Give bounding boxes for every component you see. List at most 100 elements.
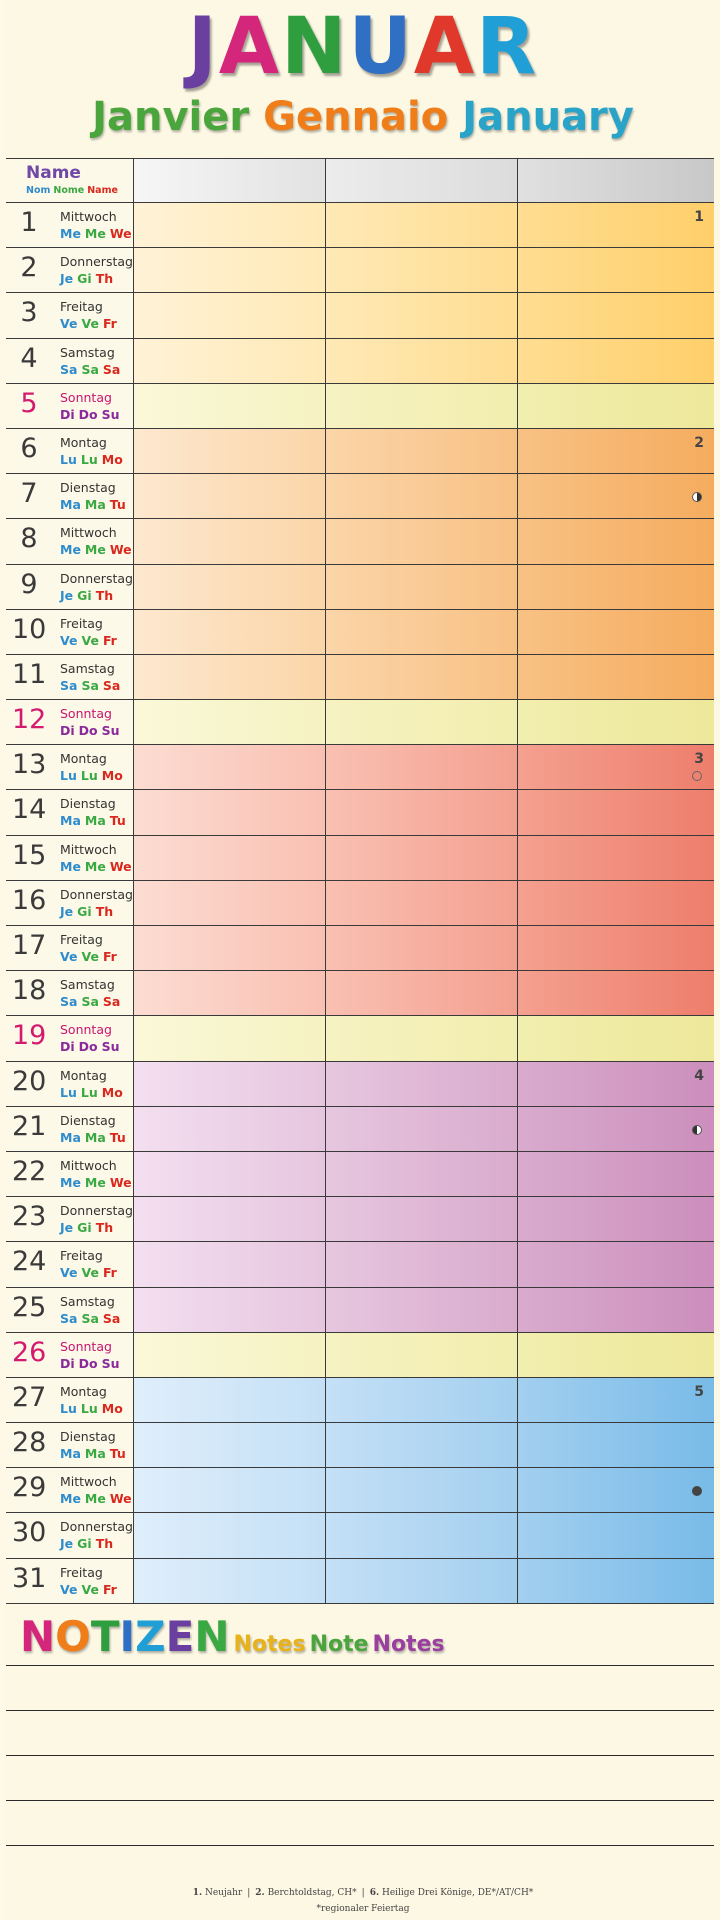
entry-cell-1[interactable] bbox=[134, 293, 326, 338]
entry-cell-3[interactable] bbox=[518, 293, 714, 338]
entry-cell-1[interactable] bbox=[134, 880, 326, 925]
entry-cell-3[interactable] bbox=[518, 1332, 714, 1377]
entry-cell-2[interactable] bbox=[326, 248, 518, 293]
entry-cell-1[interactable] bbox=[134, 203, 326, 248]
entry-cell-3[interactable] bbox=[518, 971, 714, 1016]
entry-cell-1[interactable] bbox=[134, 1513, 326, 1558]
entry-cell-1[interactable] bbox=[134, 1332, 326, 1377]
entry-cell-3[interactable] bbox=[518, 383, 714, 428]
entry-cell-1[interactable] bbox=[134, 1106, 326, 1151]
entry-cell-3[interactable] bbox=[518, 926, 714, 971]
entry-cell-3[interactable] bbox=[518, 654, 714, 700]
entry-cell-2[interactable] bbox=[326, 1197, 518, 1242]
entry-cell-3[interactable] bbox=[518, 1016, 714, 1061]
entry-cell-1[interactable] bbox=[134, 654, 326, 700]
entry-cell-2[interactable] bbox=[326, 880, 518, 925]
entry-cell-1[interactable] bbox=[134, 519, 326, 564]
entry-cell-1[interactable] bbox=[134, 564, 326, 609]
entry-cell-3[interactable] bbox=[518, 835, 714, 880]
entry-cell-2[interactable] bbox=[326, 338, 518, 383]
entry-cell-2[interactable] bbox=[326, 428, 518, 474]
entry-cell-2[interactable] bbox=[326, 564, 518, 609]
entry-cell-3[interactable] bbox=[518, 1197, 714, 1242]
entry-cell-3[interactable] bbox=[518, 880, 714, 925]
entry-cell-1[interactable] bbox=[134, 835, 326, 880]
entry-cell-2[interactable] bbox=[326, 383, 518, 428]
entry-cell-3[interactable] bbox=[518, 700, 714, 745]
entry-cell-3[interactable] bbox=[518, 1287, 714, 1332]
entry-cell-3[interactable]: 5 bbox=[518, 1377, 714, 1423]
entry-cell-3[interactable] bbox=[518, 519, 714, 564]
entry-cell-3[interactable] bbox=[518, 474, 714, 519]
entry-cell-3[interactable]: 1 bbox=[518, 203, 714, 248]
note-line[interactable] bbox=[6, 1665, 714, 1666]
entry-cell-1[interactable] bbox=[134, 745, 326, 790]
entry-cell-1[interactable] bbox=[134, 971, 326, 1016]
entry-cell-1[interactable] bbox=[134, 700, 326, 745]
name-column-3[interactable] bbox=[518, 159, 714, 202]
note-line[interactable] bbox=[6, 1845, 714, 1846]
entry-cell-2[interactable] bbox=[326, 654, 518, 700]
entry-cell-3[interactable] bbox=[518, 1106, 714, 1151]
entry-cell-3[interactable] bbox=[518, 1423, 714, 1468]
entry-cell-3[interactable] bbox=[518, 1513, 714, 1558]
note-line[interactable] bbox=[6, 1710, 714, 1711]
name-column-1[interactable] bbox=[134, 159, 326, 202]
entry-cell-2[interactable] bbox=[326, 745, 518, 790]
entry-cell-3[interactable] bbox=[518, 1242, 714, 1287]
note-line[interactable] bbox=[6, 1755, 714, 1756]
entry-cell-1[interactable] bbox=[134, 1287, 326, 1332]
entry-cell-3[interactable] bbox=[518, 790, 714, 835]
entry-cell-3[interactable] bbox=[518, 248, 714, 293]
entry-cell-2[interactable] bbox=[326, 203, 518, 248]
entry-cell-2[interactable] bbox=[326, 1016, 518, 1061]
entry-cell-1[interactable] bbox=[134, 1061, 326, 1106]
entry-cell-1[interactable] bbox=[134, 926, 326, 971]
entry-cell-1[interactable] bbox=[134, 1151, 326, 1197]
entry-cell-2[interactable] bbox=[326, 790, 518, 835]
entry-cell-2[interactable] bbox=[326, 1061, 518, 1106]
entry-cell-3[interactable]: 2 bbox=[518, 428, 714, 474]
name-column-2[interactable] bbox=[326, 159, 518, 202]
entry-cell-1[interactable] bbox=[134, 609, 326, 654]
entry-cell-3[interactable] bbox=[518, 609, 714, 654]
entry-cell-2[interactable] bbox=[326, 1468, 518, 1513]
entry-cell-1[interactable] bbox=[134, 1016, 326, 1061]
entry-cell-1[interactable] bbox=[134, 1468, 326, 1513]
note-line[interactable] bbox=[6, 1800, 714, 1801]
entry-cell-3[interactable] bbox=[518, 1151, 714, 1197]
entry-cell-2[interactable] bbox=[326, 1558, 518, 1603]
entry-cell-2[interactable] bbox=[326, 1513, 518, 1558]
entry-cell-1[interactable] bbox=[134, 1197, 326, 1242]
entry-cell-2[interactable] bbox=[326, 926, 518, 971]
entry-cell-2[interactable] bbox=[326, 1242, 518, 1287]
entry-cell-2[interactable] bbox=[326, 700, 518, 745]
entry-cell-2[interactable] bbox=[326, 1106, 518, 1151]
entry-cell-1[interactable] bbox=[134, 1377, 326, 1423]
entry-cell-2[interactable] bbox=[326, 1287, 518, 1332]
entry-cell-2[interactable] bbox=[326, 609, 518, 654]
entry-cell-2[interactable] bbox=[326, 1423, 518, 1468]
entry-cell-2[interactable] bbox=[326, 1332, 518, 1377]
entry-cell-1[interactable] bbox=[134, 248, 326, 293]
entry-cell-3[interactable] bbox=[518, 564, 714, 609]
entry-cell-1[interactable] bbox=[134, 383, 326, 428]
entry-cell-1[interactable] bbox=[134, 338, 326, 383]
entry-cell-1[interactable] bbox=[134, 1242, 326, 1287]
entry-cell-2[interactable] bbox=[326, 474, 518, 519]
entry-cell-2[interactable] bbox=[326, 519, 518, 564]
entry-cell-3[interactable]: 3 bbox=[518, 745, 714, 790]
entry-cell-3[interactable] bbox=[518, 1558, 714, 1603]
entry-cell-3[interactable]: 4 bbox=[518, 1061, 714, 1106]
entry-cell-2[interactable] bbox=[326, 1377, 518, 1423]
entry-cell-1[interactable] bbox=[134, 474, 326, 519]
entry-cell-2[interactable] bbox=[326, 971, 518, 1016]
entry-cell-1[interactable] bbox=[134, 790, 326, 835]
entry-cell-1[interactable] bbox=[134, 1558, 326, 1603]
entry-cell-2[interactable] bbox=[326, 1151, 518, 1197]
entry-cell-2[interactable] bbox=[326, 293, 518, 338]
entry-cell-1[interactable] bbox=[134, 1423, 326, 1468]
entry-cell-1[interactable] bbox=[134, 428, 326, 474]
entry-cell-2[interactable] bbox=[326, 835, 518, 880]
entry-cell-3[interactable] bbox=[518, 338, 714, 383]
